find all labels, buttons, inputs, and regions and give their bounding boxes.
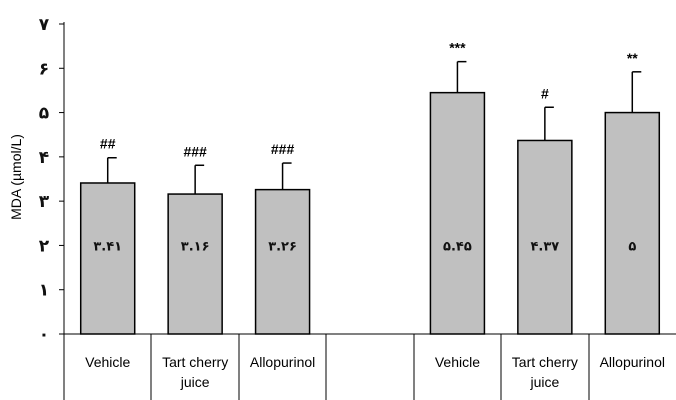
bar (79, 182, 136, 335)
bar (254, 188, 311, 335)
y-tick-label: ۶ (39, 59, 49, 79)
significance-marker: ### (183, 143, 207, 159)
bar-value-label: ٣.١۶ (181, 239, 210, 254)
x-category-label: Vehicle (435, 354, 480, 370)
x-category-label: Allopurinol (600, 354, 665, 370)
y-tick-label: ۴ (39, 148, 49, 168)
x-category-label: juice (180, 374, 210, 390)
bars: ## ٣.۴١ ### ٣.١۶ ### ٣.٢۶ *** ۵.۴۵ #۴.٣٧ ** ۵ (79, 40, 661, 335)
significance-marker: *** (449, 40, 466, 56)
significance-marker: ** (627, 50, 638, 66)
x-axis-labels: Vehicle Tart cherry juice Allopurinol Vehicl… (85, 354, 665, 390)
bar (604, 111, 661, 335)
x-category-label: Allopurinol (250, 354, 315, 370)
y-tick-label: ٣ (39, 192, 50, 212)
bar-value-label: ٣.٢۶ (268, 239, 297, 254)
significance-marker: # (541, 85, 549, 101)
y-tick-label: ٠ (39, 325, 49, 345)
bar (517, 139, 573, 335)
y-tick-label: ۵ (39, 104, 49, 124)
y-axis-label: MDA (µmol/L) (8, 134, 24, 220)
y-tick-label: ٢ (39, 236, 50, 256)
significance-marker: ### (271, 141, 295, 157)
x-category-label: Tart cherry (512, 354, 578, 370)
bar-value-label: ۵.۴۵ (443, 239, 472, 254)
y-axis-ticks: ٠ ١ ٢ ٣ ۴ ۵ ۶ ٧ (39, 15, 64, 345)
significance-marker: ## (100, 136, 116, 152)
bar-value-label: ٣.۴١ (93, 239, 122, 254)
x-category-label: juice (529, 374, 559, 390)
bar-value-label: ۴.٣٧ (530, 239, 559, 254)
x-category-label: Vehicle (85, 354, 130, 370)
bar-value-label: ۵ (628, 239, 636, 254)
bar (167, 193, 223, 335)
x-category-label: Tart cherry (162, 354, 228, 370)
axes (63, 22, 676, 400)
y-tick-label: ١ (39, 281, 49, 301)
y-tick-label: ٧ (39, 15, 50, 35)
bar (429, 91, 486, 335)
